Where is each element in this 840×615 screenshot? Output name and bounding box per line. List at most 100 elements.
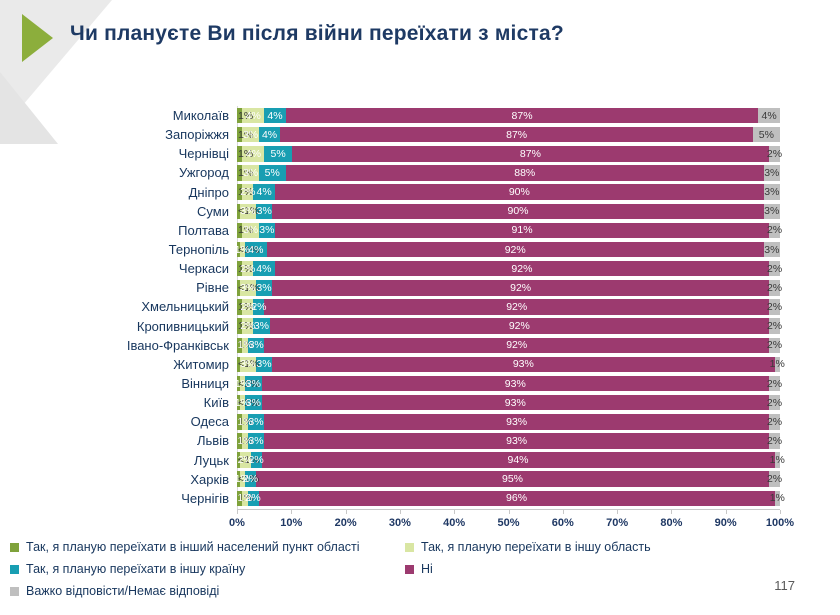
bar-segment-value: 2%	[766, 224, 783, 237]
bar-segment-value: 2%	[766, 339, 783, 351]
bar-segment: <1%	[237, 241, 259, 258]
bar-segment-value: 2%	[766, 377, 783, 390]
axis-tick	[345, 510, 347, 514]
bar-segment-value: 87%	[506, 128, 528, 141]
bar-segment-value: 3%	[242, 224, 259, 237]
category-label: Миколаїв	[172, 108, 229, 124]
bar-segment: <1%	[237, 452, 259, 468]
bar-segment-value: 1%	[234, 472, 250, 485]
legend-swatch-icon	[405, 542, 414, 552]
axis-tick	[617, 510, 619, 514]
legend-swatch-icon	[10, 564, 19, 574]
bar-track: 1% 2% 4% 92% 2%	[237, 260, 782, 277]
bar-segment: 1%	[237, 107, 253, 124]
bar-segment-value: 93%	[506, 415, 528, 428]
bar-segment-value: 1%	[238, 185, 254, 198]
axis-tick-label: 40%	[443, 517, 466, 529]
bar-segment: 3%	[258, 222, 275, 239]
chart-row: Кропивницький 1% 2% 3% 92% 2%	[10, 317, 782, 336]
bar-segment: 2%	[238, 452, 253, 468]
bar-track: <1% 3% 3% 92% 2%	[237, 280, 783, 296]
bar-track: <1% 1% 4% 92% 3%	[235, 241, 780, 258]
bar-segment-value: <1%	[238, 396, 260, 409]
axis-tick	[508, 510, 510, 514]
axis-tick	[399, 510, 401, 514]
bar-segment: 2%	[242, 471, 259, 487]
bar-segment-value: 1%	[238, 319, 254, 332]
bar-segment: 3%	[242, 165, 259, 181]
bar-segment: 1%	[770, 490, 785, 507]
bar-segment-value: 1%	[234, 377, 251, 390]
bar-segment: 2%	[767, 260, 782, 277]
axis-tick	[562, 510, 564, 514]
bar-segment: 4%	[242, 107, 265, 124]
category-label: Київ	[203, 395, 229, 411]
bar-segment: 1%	[237, 337, 253, 353]
bar-segment: 88%	[285, 165, 764, 181]
bar-track: 1% 1% 3% 93% 2%	[237, 433, 782, 449]
axis-tick-label: 100%	[765, 517, 795, 529]
bar-segment-value: <1%	[238, 205, 260, 218]
axis-tick-label: 70%	[606, 517, 629, 529]
axis-tick-label: 50%	[497, 517, 520, 529]
bar-segment-value: 1%	[238, 415, 254, 428]
bar-segment-value: 5%	[270, 147, 286, 160]
bar-track: <1% 3% 3% 93% 1%	[237, 356, 785, 373]
bar-segment-value: 2%	[766, 300, 783, 313]
bar-segment-value: 3%	[245, 396, 261, 409]
bar-segment-value: 1%	[237, 434, 253, 447]
bar-segment-value: 92%	[508, 319, 530, 332]
chart-row: Полтава 1% 3% 3% 91% 2%	[10, 221, 783, 240]
bar-segment-value: 4%	[761, 109, 777, 122]
bar-track: <1% 1% 3% 93% 2%	[235, 394, 783, 411]
bar-segment-value: 3%	[259, 224, 275, 237]
bar-segment-value: 3%	[764, 185, 780, 198]
bar-segment-value: 2%	[242, 472, 259, 485]
bar-segment: 2%	[766, 375, 783, 392]
category-label: Одеса	[190, 414, 229, 430]
bar-segment: 1%	[770, 356, 785, 373]
category-label: Чернігів	[181, 490, 229, 506]
bar-track: 1% 1% 3% 93% 2%	[237, 414, 782, 430]
bar-segment-value: <1%	[238, 377, 260, 390]
bar-segment-value: 4%	[248, 243, 264, 256]
bar-segment: 4%	[258, 126, 281, 143]
bar-segment: 1%	[237, 299, 253, 315]
bar-segment: <1%	[237, 356, 259, 373]
bar-segment-value: 3%	[253, 319, 270, 332]
bar-segment: <1%	[237, 203, 259, 220]
bar-segment: 87%	[291, 146, 770, 162]
category-label: Суми	[197, 203, 229, 219]
bar-segment-value: 1%	[769, 358, 785, 371]
bar-segment-value: 1%	[238, 109, 254, 122]
bar-segment: 91%	[274, 222, 770, 239]
bar-segment: 2%	[766, 299, 783, 315]
bar-segment: 2%	[767, 414, 782, 430]
legend-item: Ні	[405, 562, 433, 576]
bar-segment: 1%	[237, 146, 253, 162]
bar-segment-value: 92%	[506, 339, 528, 351]
bar-track: <1% 3% 3% 90% 3%	[237, 203, 780, 220]
bar-segment-value: 2%	[766, 396, 783, 409]
bar-segment-value: 4%	[267, 109, 283, 122]
bar-segment: 87%	[285, 107, 759, 124]
legend-swatch-icon	[405, 564, 414, 574]
axis-tick-label: 60%	[551, 517, 574, 529]
bar-segment: 92%	[272, 280, 770, 296]
bar-segment-value: 1%	[238, 434, 254, 447]
bar-segment-value: 2%	[245, 492, 261, 505]
page-number: 117	[774, 578, 795, 593]
bar-segment: <1%	[237, 471, 259, 487]
bar-segment-value: 93%	[512, 358, 534, 371]
bar-segment-value: 3%	[256, 205, 272, 218]
bar-segment: 1%	[235, 394, 250, 411]
bar-track: 1% 2% 3% 92% 2%	[237, 318, 782, 334]
bar-segment-value: 4%	[245, 109, 261, 122]
bar-segment: 3%	[256, 203, 273, 220]
bar-segment-value: 5%	[758, 128, 774, 141]
chart-row: Чернігів 1% 1% 2% 96% 1%	[10, 489, 785, 508]
axis-tick	[725, 510, 727, 514]
bar-segment-value: <1%	[238, 243, 260, 256]
bar-segment-value: 2%	[766, 281, 783, 294]
bar-segment-value: 1%	[238, 300, 254, 313]
